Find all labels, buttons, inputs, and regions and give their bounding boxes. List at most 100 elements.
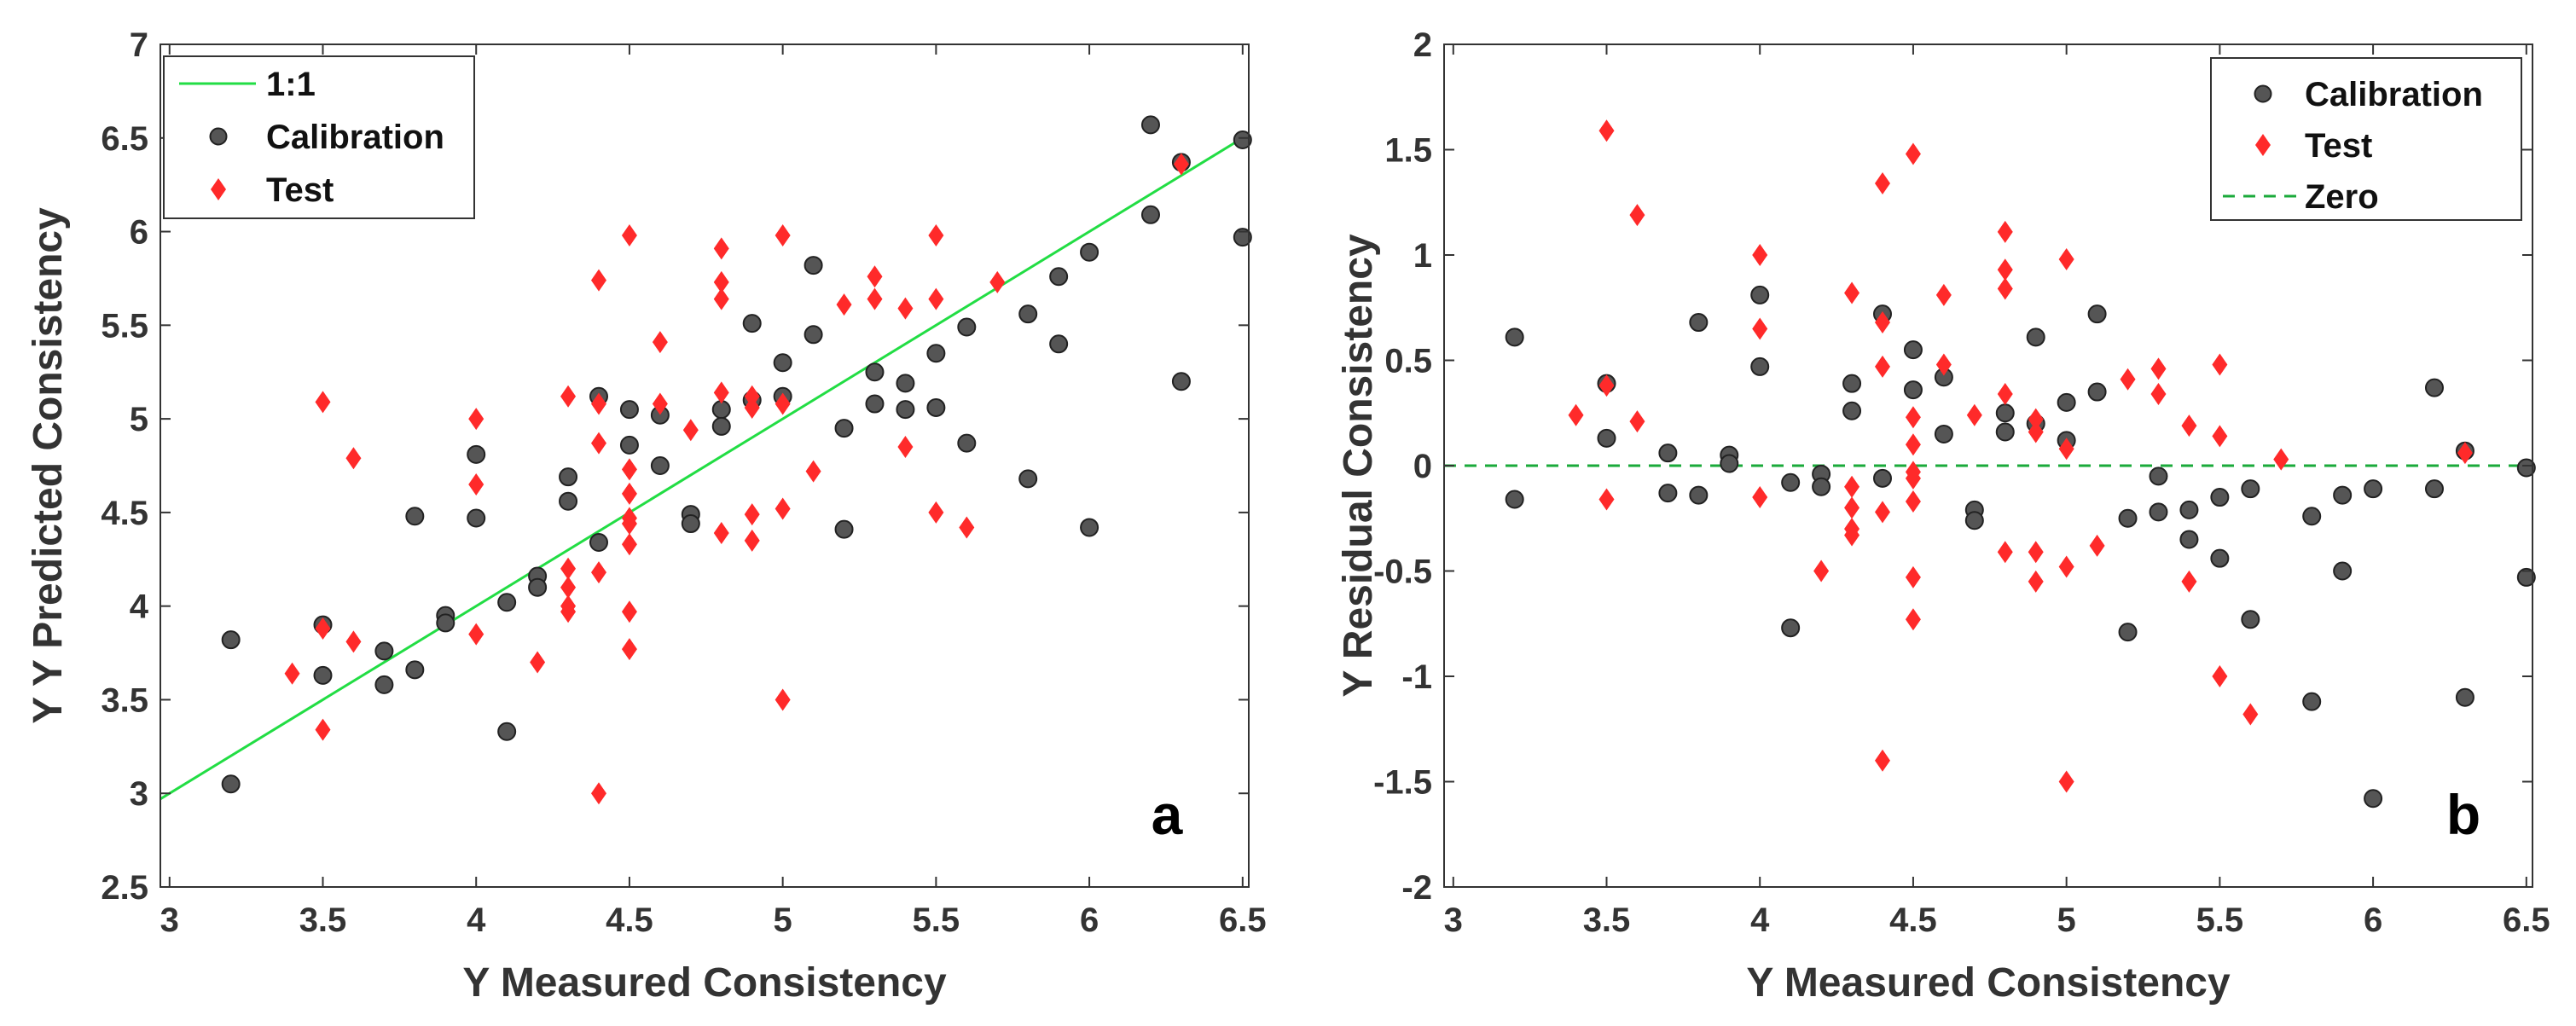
test-point xyxy=(621,600,637,623)
calibration-point xyxy=(2241,479,2260,499)
test-point xyxy=(1598,119,1615,142)
calibration-point xyxy=(1995,403,2015,423)
test-point xyxy=(315,391,331,414)
x-tick-label: 4.5 xyxy=(606,901,653,939)
calibration-point xyxy=(2241,610,2260,629)
y-tick-label: -1 xyxy=(1401,658,1432,696)
calibration-point xyxy=(559,491,578,511)
test-point xyxy=(1844,524,1860,547)
calibration-point xyxy=(374,641,394,661)
test-point xyxy=(2028,570,2044,593)
test-point xyxy=(345,447,362,470)
test-point xyxy=(530,651,546,674)
calibration-point xyxy=(1049,267,1069,287)
calibration-point xyxy=(650,456,670,475)
x-tick-label: 3.5 xyxy=(1583,901,1631,939)
legend-label-line-a: 1:1 xyxy=(266,66,316,103)
panel-label-a: a xyxy=(1152,783,1184,846)
test-point xyxy=(867,287,883,310)
test-point xyxy=(1905,565,1921,588)
test-point xyxy=(1629,204,1645,227)
test-point xyxy=(1752,317,1768,340)
calibration-point xyxy=(1964,511,1984,530)
test-point xyxy=(590,561,606,584)
test-point xyxy=(1997,541,2013,564)
calibration-point xyxy=(619,400,639,420)
calibration-point xyxy=(1171,372,1191,391)
calibration-point xyxy=(1903,380,1923,400)
calibration-point xyxy=(865,362,885,382)
calibration-point xyxy=(1018,304,1038,324)
y-tick-label: 1.5 xyxy=(1384,132,1432,170)
test-point xyxy=(621,513,637,536)
test-point xyxy=(468,623,484,646)
test-point xyxy=(1813,559,1830,583)
test-point xyxy=(2212,665,2228,687)
calibration-point xyxy=(804,256,823,275)
legend-label-test-b: Test xyxy=(2305,127,2372,165)
calibration-point xyxy=(926,397,946,417)
test-point xyxy=(652,331,668,354)
legend-marker-calibration-a xyxy=(209,127,228,146)
test-point xyxy=(1997,220,2013,243)
test-point xyxy=(1598,488,1615,511)
axes-frame xyxy=(160,43,1250,888)
x-tick-label: 5.5 xyxy=(913,901,960,939)
test-point xyxy=(1905,467,1921,490)
calibration-point xyxy=(742,314,762,333)
test-point xyxy=(652,392,668,415)
points-layer-b xyxy=(1505,119,2536,809)
calibration-point xyxy=(436,613,455,633)
calibration-point xyxy=(221,630,241,650)
calibration-point xyxy=(313,665,333,685)
test-point xyxy=(468,408,484,431)
calibration-point xyxy=(681,514,700,534)
calibration-point xyxy=(405,507,425,526)
test-point xyxy=(713,270,729,293)
test-point xyxy=(1905,406,1921,429)
calibration-point xyxy=(1140,115,1160,135)
calibration-point xyxy=(957,433,977,453)
test-point xyxy=(775,223,791,246)
test-point xyxy=(1905,608,1921,631)
test-point xyxy=(2181,570,2197,593)
calibration-point xyxy=(374,675,394,694)
calibration-point xyxy=(834,519,854,539)
calibration-point xyxy=(711,416,731,436)
test-point xyxy=(1874,172,1890,195)
test-point xyxy=(1997,277,2013,300)
calibration-point xyxy=(2333,561,2353,581)
y-tick-label: 5 xyxy=(130,401,148,438)
test-point xyxy=(1874,501,1890,524)
calibration-point xyxy=(2424,479,2444,499)
calibration-point xyxy=(467,508,486,528)
calibration-point xyxy=(528,577,548,597)
calibration-point xyxy=(2302,507,2322,526)
test-point xyxy=(590,432,606,455)
test-point xyxy=(805,460,821,483)
test-point xyxy=(1598,374,1615,397)
legend-label-calibration-b: Calibration xyxy=(2305,76,2483,113)
test-point xyxy=(2181,414,2197,438)
test-point xyxy=(1173,153,1189,176)
calibration-point xyxy=(1080,518,1099,537)
test-point xyxy=(744,503,760,526)
test-point xyxy=(1844,496,1860,519)
calibration-point xyxy=(2455,687,2474,707)
y-tick-label: 4.5 xyxy=(101,495,148,532)
test-point xyxy=(1844,475,1860,498)
test-point xyxy=(621,638,637,661)
calibration-point xyxy=(1018,469,1038,489)
x-tick-label: 5.5 xyxy=(2196,901,2244,939)
calibration-point xyxy=(1505,328,1524,347)
calibration-point xyxy=(1903,340,1923,360)
test-point xyxy=(2242,703,2259,726)
test-point xyxy=(713,237,729,260)
calibration-point xyxy=(559,467,578,487)
calibration-point xyxy=(2364,789,2383,809)
calibration-point xyxy=(1750,285,1770,304)
x-axis-title-a: Y Measured Consistency xyxy=(462,960,947,1006)
calibration-point xyxy=(2087,382,2107,402)
calibration-point xyxy=(865,394,885,414)
calibration-point xyxy=(497,593,517,612)
